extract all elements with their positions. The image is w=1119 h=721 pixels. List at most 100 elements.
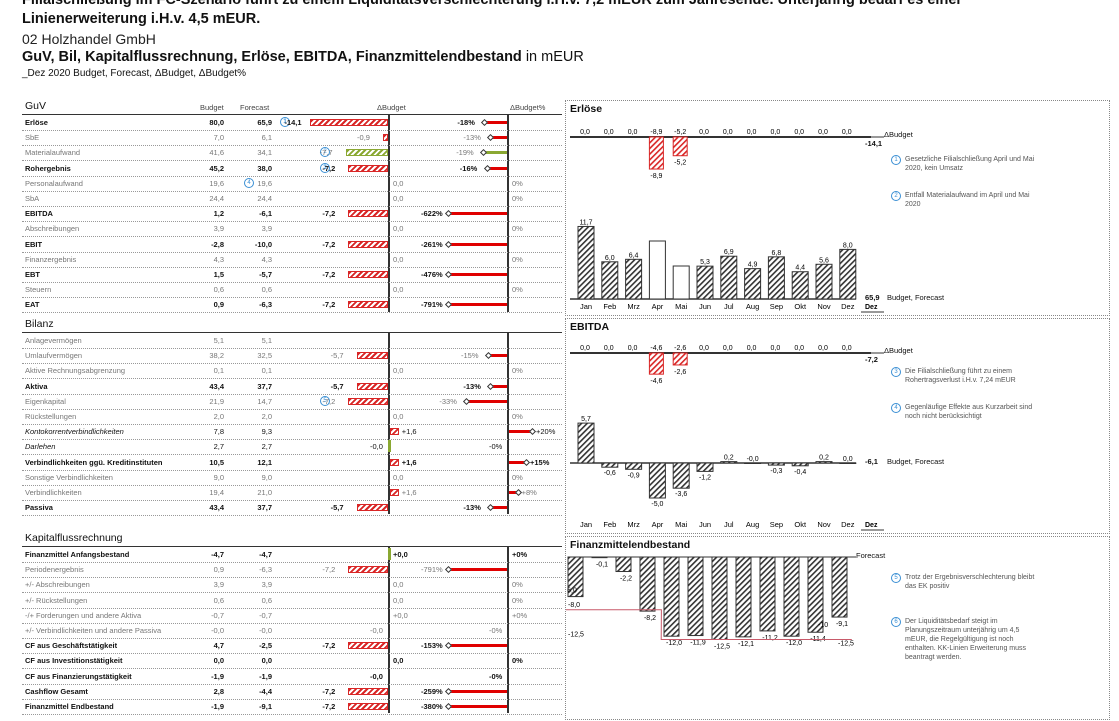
- budget-value: 0,9: [213, 565, 224, 575]
- budget-value: 4,3: [213, 254, 224, 264]
- forecast-label: -8,2: [644, 615, 656, 622]
- budget-value: 3,9: [213, 224, 224, 234]
- delta-value-label: 0,0: [604, 345, 614, 352]
- delta-label: 0,0: [393, 224, 404, 234]
- delta-bar: [348, 642, 388, 650]
- row-label: Anlagevermögen: [25, 336, 82, 345]
- delta-label: -0,9: [357, 133, 370, 143]
- row-label: Passiva: [25, 503, 53, 513]
- total-value-label: 65,9: [865, 293, 880, 302]
- forecast-label: -9,1: [836, 621, 848, 628]
- delta-pct-label: 0%: [512, 472, 523, 482]
- delta-label: 0,0: [393, 285, 404, 295]
- note-badge-4: 4: [244, 177, 254, 188]
- forecast-value: 21,0: [257, 488, 272, 497]
- table-row: CF aus Investitionstätigkeit 0,0 0,0 0,0 0%: [22, 653, 562, 670]
- col-budget-header: Budget: [200, 103, 224, 112]
- note-badge-1: 1: [280, 117, 290, 127]
- delta-label: 0,0: [393, 472, 404, 482]
- budget-only-bar: [648, 240, 666, 300]
- value-bar: [839, 462, 857, 464]
- row-label: Rohergebnis: [25, 163, 71, 173]
- forecast-value: -2,5: [259, 641, 272, 651]
- delta-label: -5,7: [330, 381, 344, 391]
- budget-value: -2,8: [211, 239, 224, 249]
- month-label: Mai: [675, 302, 687, 311]
- section-header: GuV Budget Forecast ΔBudget ΔBudget%: [22, 100, 562, 115]
- forecast-bar: [615, 556, 632, 573]
- delta-pct-label: +15%: [530, 457, 550, 467]
- delta-pct-label: +0%: [512, 550, 528, 559]
- value-label: 0,2: [724, 455, 734, 462]
- delta-bar: [672, 136, 688, 157]
- delta-pct-label: -0%: [489, 626, 503, 635]
- chart-title: Erlöse: [570, 103, 603, 115]
- delta-pct-label: -261%: [421, 239, 443, 249]
- forecast-value: -6,1: [259, 209, 272, 219]
- delta-bar: [348, 240, 388, 248]
- row-label: EBIT: [25, 239, 43, 249]
- value-bar: [720, 461, 738, 464]
- budget-value: 80,0: [209, 118, 224, 127]
- forecast-value: -1,9: [259, 671, 272, 681]
- forecast-label: -11,2: [762, 635, 778, 642]
- forecast-value: -0,7: [259, 610, 272, 620]
- headline-line-2: Linienerweiterung i.H.v. 4,5 mEUR.: [22, 11, 261, 27]
- row-label: +/- Abschreibungen: [25, 580, 90, 590]
- table-row: Aktive Rechnungsabgrenzung 0,1 0,1 0,0 0%: [22, 363, 562, 380]
- delta-bar: [348, 566, 388, 574]
- value-bar: [672, 462, 690, 489]
- delta-label: 0,0: [393, 178, 404, 188]
- forecast-bar: [663, 556, 680, 637]
- delta-pct-bar: [449, 705, 507, 708]
- budget-label: -8,0: [568, 602, 580, 609]
- month-label: Nov: [817, 302, 831, 311]
- month-label: Apr: [652, 302, 664, 311]
- delta-value-label: -5,2: [674, 129, 686, 136]
- delta-value-label: 0,0: [771, 129, 781, 136]
- row-label: Sonstige Verbindlichkeiten: [25, 472, 113, 482]
- total-delta-label: -14,1: [865, 139, 883, 148]
- delta-bar: [390, 428, 399, 436]
- delta-bar: [648, 352, 664, 375]
- delta-pct-bar: [491, 506, 507, 510]
- delta-axis: [388, 114, 390, 312]
- report-subtitle: GuV, Bil, Kapitalflussrechnung, Erlöse, …: [22, 49, 1112, 65]
- note-badge-2: 2: [320, 147, 330, 158]
- delta-value-label: 0,0: [580, 129, 590, 136]
- delta-bar: [356, 352, 388, 360]
- subtitle-unit: in mEUR: [525, 49, 584, 65]
- zero-delta-mark: [388, 440, 391, 453]
- table-row: Erlöse 80,0 65,9 1 -14,1 -18%: [22, 115, 562, 131]
- month-label: Sep: [770, 302, 783, 311]
- delta-bar: [672, 352, 688, 366]
- forecast-value: 37,7: [257, 381, 272, 391]
- report-header: Filialschließung im FC-Szenario führt zu…: [22, 0, 1112, 79]
- value-bar: [577, 225, 595, 300]
- delta-pct-label: +20%: [536, 427, 556, 437]
- budget-value: 0,9: [213, 300, 224, 310]
- value-label: -0,6: [604, 470, 616, 477]
- delta-label: -7,2: [322, 300, 336, 310]
- value-label: 6,9: [724, 249, 734, 256]
- table-row: Rückstellungen 2,0 2,0 0,0 0%: [22, 409, 562, 425]
- budget-line: [566, 609, 852, 640]
- delta-pct-label: 0%: [512, 178, 523, 188]
- forecast-value: 38,0: [257, 163, 272, 173]
- value-bar: [791, 271, 809, 300]
- forecast-value: -6,3: [259, 565, 272, 575]
- budget-value: 24,4: [209, 194, 224, 203]
- budget-value: 7,8: [213, 427, 224, 437]
- forecast-label: -12,0: [786, 640, 802, 647]
- value-bar: [577, 422, 595, 464]
- total-x-label: Dez: [865, 522, 878, 529]
- table-row: Steuern 0,6 0,6 0,0 0%: [22, 282, 562, 299]
- forecast-label: -11,9: [690, 640, 706, 647]
- legend-main: Forecast: [856, 551, 886, 560]
- delta-pct-label: 0%: [512, 366, 523, 376]
- delta-pct-bar: [449, 212, 507, 216]
- section-title: GuV: [25, 100, 47, 112]
- budget-value: 1,5: [213, 270, 224, 279]
- month-label: Mrz: [627, 302, 640, 311]
- budget-value: 41,6: [209, 148, 224, 158]
